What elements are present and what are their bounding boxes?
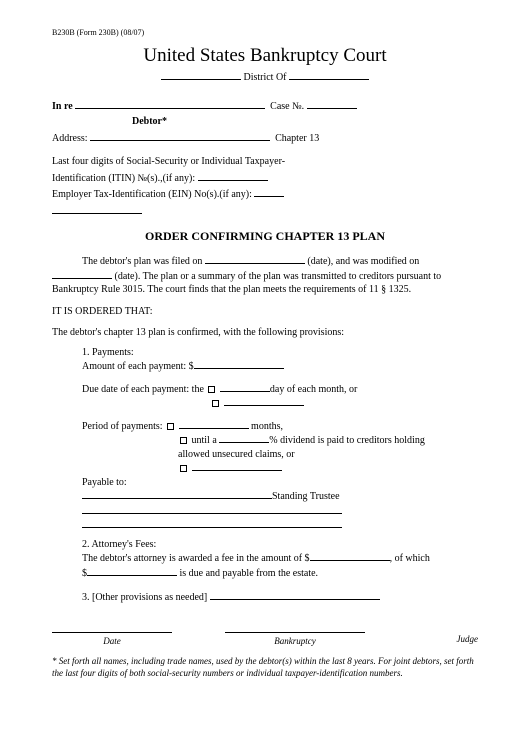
case-no-label: Case №. <box>270 101 304 112</box>
trustee-name-blank[interactable] <box>82 489 272 499</box>
sig-judge-col: Judge <box>418 623 478 647</box>
s2-b: , of which <box>390 553 430 564</box>
order-title: ORDER CONFIRMING CHAPTER 13 PLAN <box>52 228 478 244</box>
sig-date-col: Date <box>52 623 172 647</box>
s1-period-b: months, <box>249 421 283 432</box>
chapter-label: Chapter 13 <box>275 133 319 144</box>
case-no-blank[interactable] <box>307 99 357 109</box>
s1-period-c: until a <box>189 435 219 446</box>
period-months-blank[interactable] <box>179 419 249 429</box>
period-checkbox-1[interactable] <box>167 423 174 430</box>
district-blank-left[interactable] <box>161 70 241 80</box>
district-label: District Of <box>243 72 286 83</box>
due-day-blank[interactable] <box>220 382 270 392</box>
due-checkbox-1[interactable] <box>208 386 215 393</box>
bankruptcy-sig-line[interactable] <box>225 623 365 633</box>
date-sig-line[interactable] <box>52 623 172 633</box>
amount-blank[interactable] <box>194 359 284 369</box>
due-checkbox-2[interactable] <box>212 400 219 407</box>
in-re-label: In re <box>52 101 73 112</box>
due-alt-blank[interactable] <box>224 396 304 406</box>
fee-amount-blank[interactable] <box>310 551 390 561</box>
ssn-line2: Identification (ITIN) №(s).,(if any): <box>52 173 195 184</box>
sig-bankruptcy-col: Bankruptcy <box>225 623 365 647</box>
s2-d: is due and payable from the estate. <box>177 568 318 579</box>
s1-period-a: Period of payments: <box>82 421 165 432</box>
in-re-blank[interactable] <box>75 99 265 109</box>
period-checkbox-2[interactable] <box>180 437 187 444</box>
other-blank[interactable] <box>210 590 380 600</box>
section-payments: 1. Payments: Amount of each payment: $ D… <box>82 346 478 528</box>
case-header: In re Case №. Debtor* Address: Chapter 1… <box>52 99 478 214</box>
p1b: (date), and was modified on <box>305 256 419 267</box>
ein-blank-2[interactable] <box>52 204 142 214</box>
s1-due-b: day of each month, or <box>270 384 357 395</box>
s1-due-a: Due date of each payment: the <box>82 384 206 395</box>
confirmed-line: The debtor's chapter 13 plan is confirme… <box>52 326 478 340</box>
period-alt-blank[interactable] <box>192 461 282 471</box>
court-title: United States Bankruptcy Court <box>52 43 478 69</box>
district-line: District Of <box>52 70 478 85</box>
trustee-label: Standing Trustee <box>272 491 340 502</box>
address-label: Address: <box>52 133 88 144</box>
bankruptcy-label: Bankruptcy <box>274 636 315 646</box>
signature-row: Date Bankruptcy Judge <box>52 623 478 647</box>
payable-line-2[interactable] <box>82 504 342 514</box>
ssn-line1: Last four digits of Social-Security or I… <box>52 155 478 169</box>
s2-a: The debtor's attorney is awarded a fee i… <box>82 553 310 564</box>
section-other: 3. [Other provisions as needed] <box>82 590 478 605</box>
date-filed-blank[interactable] <box>205 254 305 264</box>
itin-blank[interactable] <box>198 171 268 181</box>
s2-title: 2. Attorney's Fees: <box>82 538 478 552</box>
s1-period-d: % dividend is paid to creditors holding <box>269 435 425 446</box>
s1-title: 1. Payments: <box>82 346 478 360</box>
p1a: The debtor's plan was filed on <box>82 256 205 267</box>
form-id: B230B (Form 230B) (08/07) <box>52 28 478 39</box>
footnote: * Set forth all names, including trade n… <box>52 655 478 679</box>
payable-label: Payable to: <box>82 476 478 490</box>
date-label: Date <box>103 636 121 646</box>
debtor-label: Debtor* <box>132 115 478 129</box>
payable-line-3[interactable] <box>82 518 342 528</box>
s1-amount-label: Amount of each payment: $ <box>82 361 194 372</box>
section-attorney-fees: 2. Attorney's Fees: The debtor's attorne… <box>82 538 478 581</box>
ordered-that: IT IS ORDERED THAT: <box>52 305 478 319</box>
s3-label: 3. [Other provisions as needed] <box>82 592 207 603</box>
judge-label: Judge <box>457 634 479 644</box>
address-blank[interactable] <box>90 131 270 141</box>
period-checkbox-3[interactable] <box>180 465 187 472</box>
district-blank-right[interactable] <box>289 70 369 80</box>
date-mod-blank[interactable] <box>52 269 112 279</box>
filed-paragraph: The debtor's plan was filed on (date), a… <box>52 254 478 297</box>
form-page: B230B (Form 230B) (08/07) United States … <box>0 0 530 699</box>
dividend-blank[interactable] <box>219 433 269 443</box>
ein-blank[interactable] <box>254 187 284 197</box>
fee-due-blank[interactable] <box>87 566 177 576</box>
ein-label: Employer Tax-Identification (EIN) No(s).… <box>52 189 252 200</box>
s1-period-e: allowed unsecured claims, or <box>178 448 478 462</box>
